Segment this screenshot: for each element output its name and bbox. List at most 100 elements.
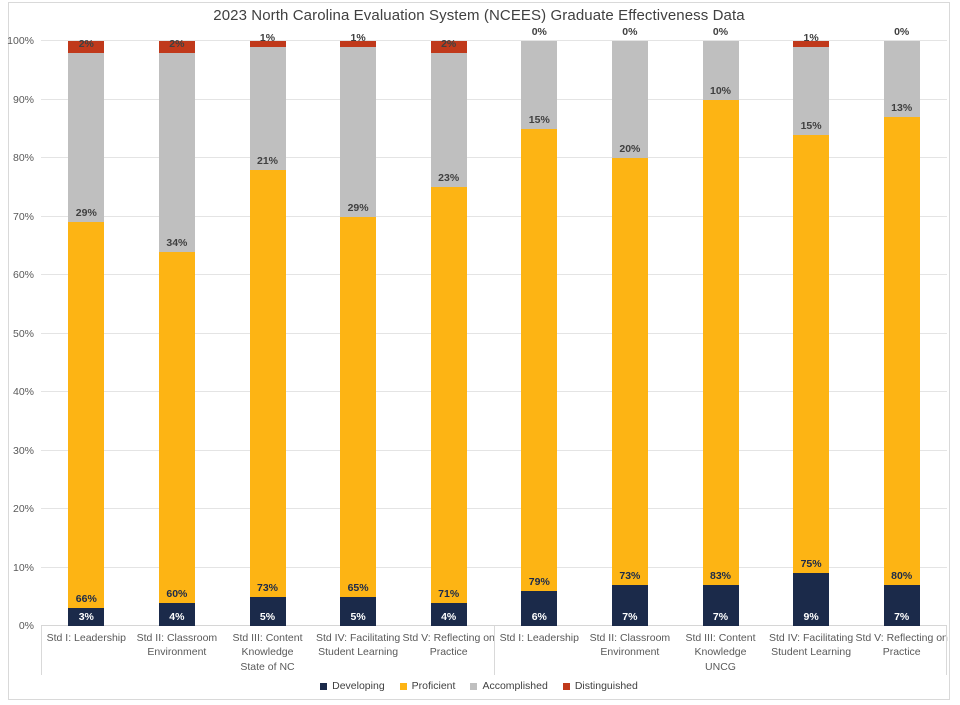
data-label-proficient: 73% — [256, 581, 279, 594]
category-label: Std II: Classroom Environment — [589, 632, 671, 658]
y-axis-tick-label: 10% — [12, 561, 34, 574]
data-label-proficient: 75% — [800, 558, 822, 571]
data-label-developing: 4% — [169, 611, 185, 623]
bar-segment-proficient — [883, 117, 920, 586]
gridline — [41, 274, 947, 275]
bar-segment-distinguished — [249, 41, 286, 47]
group-label: State of NC — [240, 661, 295, 673]
bar-segment-developing — [702, 585, 739, 626]
bar-segment-accomplished — [702, 41, 739, 100]
category-label: Std I: Leadership — [46, 632, 126, 644]
data-label-developing: 3% — [78, 611, 94, 623]
category-label: Std III: Content Knowledge — [685, 632, 756, 658]
chart-frame: 2023 North Carolina Evaluation System (N… — [7, 2, 950, 700]
bar-segment-proficient — [158, 251, 195, 603]
bar-segment-proficient — [521, 128, 558, 591]
bar-segment-developing — [883, 585, 920, 626]
data-label-accomplished: 23% — [438, 172, 460, 185]
bar-segment-developing — [793, 573, 830, 626]
y-axis-tick-label: 0% — [18, 620, 34, 632]
gridline — [41, 625, 947, 626]
bar-7: 7% 73% 20% 0% — [611, 26, 648, 626]
gridline — [41, 98, 947, 100]
data-label-distinguished: 0% — [622, 26, 638, 38]
data-label-distinguished: 2% — [78, 37, 94, 50]
gridline — [41, 332, 947, 334]
bar-segment-proficient — [249, 169, 286, 597]
bar-8: 7% 83% 10% 0% — [702, 26, 739, 626]
data-label-distinguished: 1% — [350, 31, 366, 44]
bar-3: 5% 73% 21% 1% — [249, 32, 286, 626]
category-label: Std IV: Facilitating Student Learning — [768, 632, 854, 658]
bar-segment-accomplished — [68, 52, 105, 223]
data-label-proficient: 83% — [709, 570, 732, 583]
data-label-accomplished: 10% — [709, 84, 732, 97]
bar-segment-accomplished — [430, 52, 467, 188]
bar-9: 9% 75% 15% 1% — [793, 32, 830, 626]
category-label: Std V: Reflecting on Practice — [855, 632, 948, 658]
bar-segment-accomplished — [793, 46, 830, 135]
y-axis-tick-label: 100% — [7, 35, 34, 47]
data-label-proficient: 65% — [347, 581, 369, 594]
category-label: Std II: Classroom Environment — [136, 632, 218, 658]
bar-segment-developing — [68, 608, 105, 626]
y-axis-tick-label: 80% — [12, 152, 34, 164]
data-label-accomplished: 13% — [891, 102, 913, 115]
y-axis-tick-label: 30% — [12, 444, 34, 457]
gridline — [41, 40, 947, 41]
data-label-developing: 4% — [441, 611, 457, 623]
bar-segment-developing — [249, 596, 286, 626]
y-axis-tick-label: 50% — [12, 327, 34, 340]
data-label-developing: 9% — [803, 611, 819, 623]
data-label-proficient: 73% — [619, 570, 641, 583]
bar-segment-developing — [158, 602, 195, 626]
gridline — [41, 391, 947, 392]
legend-label: Proficient — [411, 680, 456, 692]
group-separator — [946, 626, 947, 675]
gridline — [41, 449, 947, 451]
data-label-accomplished: 29% — [347, 201, 369, 214]
data-label-developing: 7% — [712, 611, 729, 623]
group-separator — [494, 626, 495, 675]
bar-segment-accomplished — [883, 41, 920, 118]
bar-segment-accomplished — [340, 46, 377, 217]
data-label-distinguished: 1% — [803, 31, 819, 44]
legend-item-accomplished: Accomplished — [470, 680, 548, 692]
data-label-distinguished: 0% — [531, 26, 547, 38]
data-label-proficient: 80% — [891, 570, 913, 583]
bar-segment-accomplished — [158, 52, 195, 252]
bar-segment-developing — [521, 590, 558, 626]
data-label-developing: 5% — [259, 611, 276, 623]
bar-segment-proficient — [340, 216, 377, 597]
y-axis-tick-label: 60% — [12, 269, 34, 281]
data-label-distinguished: 2% — [441, 37, 457, 50]
data-label-accomplished: 21% — [256, 154, 279, 167]
data-label-developing: 6% — [531, 611, 547, 623]
data-label-proficient: 60% — [166, 587, 188, 600]
gridline — [41, 215, 947, 217]
y-axis-tick-label: 70% — [12, 210, 34, 223]
bar-1: 3% 66% 29% 2% — [68, 37, 105, 626]
bar-segment-proficient — [611, 158, 648, 586]
legend-label: Accomplished — [482, 680, 548, 692]
category-label: Std III: Content Knowledge — [232, 632, 303, 658]
bar-2: 4% 60% 34% 2% — [158, 38, 195, 626]
gridline — [41, 508, 947, 509]
y-axis-tick-label: 20% — [12, 503, 34, 515]
data-label-proficient: 66% — [75, 593, 97, 606]
bar-segment-accomplished — [249, 46, 286, 170]
data-label-accomplished: 20% — [619, 143, 641, 155]
bar-segment-accomplished — [521, 41, 558, 129]
bar-segment-developing — [611, 585, 648, 626]
legend-swatch-accomplished — [470, 682, 478, 690]
data-label-proficient: 71% — [438, 587, 460, 600]
data-label-proficient: 79% — [528, 575, 550, 588]
data-label-accomplished: 29% — [75, 207, 97, 220]
bar-segment-proficient — [68, 222, 105, 609]
plot-area: 0% 10% 20% 30% 40% 50% 60% 70% 80% 90% 100% 3% 66% 29… — [7, 26, 948, 675]
legend-item-distinguished: Distinguished — [562, 680, 638, 692]
bar-segment-proficient — [793, 134, 830, 574]
group-label: UNCG — [705, 661, 736, 673]
bar-4: 5% 65% 29% 1% — [340, 32, 377, 626]
bar-segment-distinguished — [430, 41, 467, 53]
